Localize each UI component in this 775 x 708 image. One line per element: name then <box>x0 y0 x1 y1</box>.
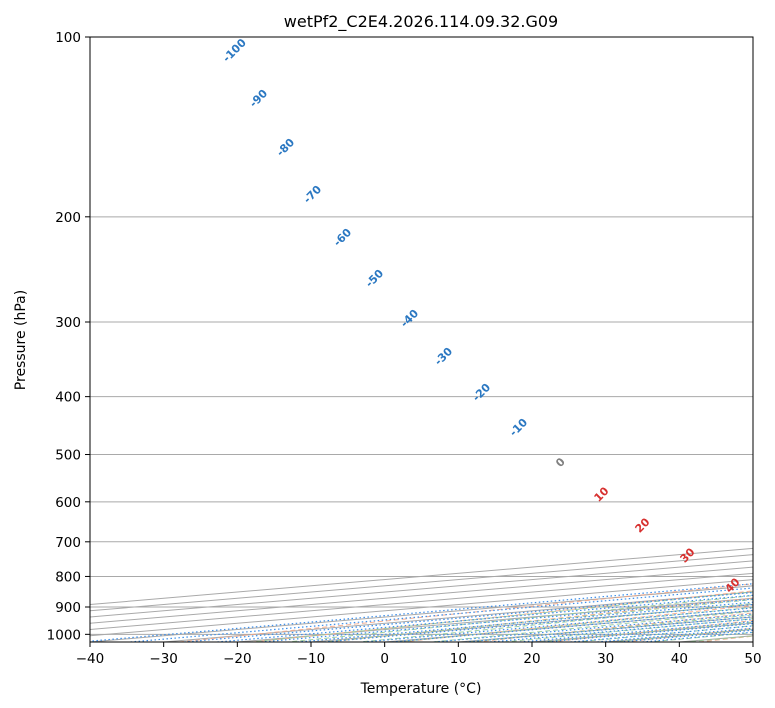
x-tick-label: 40 <box>671 651 688 667</box>
axes-layer: −40 −30 −20 −10 0 10 20 30 40 50 100 200 300 400 500 60… <box>47 30 762 667</box>
plot-frame <box>89 36 754 643</box>
moist-adiabat <box>246 591 753 642</box>
y-tick-label: 500 <box>55 448 81 464</box>
y-tick-label: 1000 <box>47 627 81 643</box>
mixing-ratio-line <box>130 587 753 642</box>
y-tick-label: 300 <box>55 315 81 331</box>
x-tick-label: 10 <box>450 651 467 667</box>
y-tick-label: 900 <box>55 600 81 616</box>
x-tick-label: 20 <box>523 651 540 667</box>
y-axis-label: Pressure (hPa) <box>13 290 29 390</box>
y-tick-label: 400 <box>55 390 81 406</box>
x-tick-label: −20 <box>223 651 252 667</box>
x-axis-label: Temperature (°C) <box>360 681 482 697</box>
x-tick-label: −10 <box>297 651 326 667</box>
y-tick-label: 200 <box>55 210 81 226</box>
x-tick-label: 0 <box>380 651 389 667</box>
y-tick-label: 700 <box>55 535 81 551</box>
mixing-ratio-line <box>184 591 753 642</box>
grid-layer <box>90 37 753 642</box>
mixing-ratio-line <box>217 594 753 642</box>
moist-adiabat <box>282 595 753 642</box>
x-tick-label: −30 <box>149 651 178 667</box>
y-tick-label: 100 <box>55 30 81 46</box>
x-tick-label: −40 <box>76 651 105 667</box>
x-tick-label: 30 <box>597 651 614 667</box>
x-tick-label: 50 <box>744 651 761 667</box>
y-tick-label: 800 <box>55 569 81 585</box>
chart-title: wetPf2_C2E4.2026.114.09.32.G09 <box>284 12 558 32</box>
moist-adiabat <box>354 602 753 642</box>
y-tick-label: 600 <box>55 495 81 511</box>
